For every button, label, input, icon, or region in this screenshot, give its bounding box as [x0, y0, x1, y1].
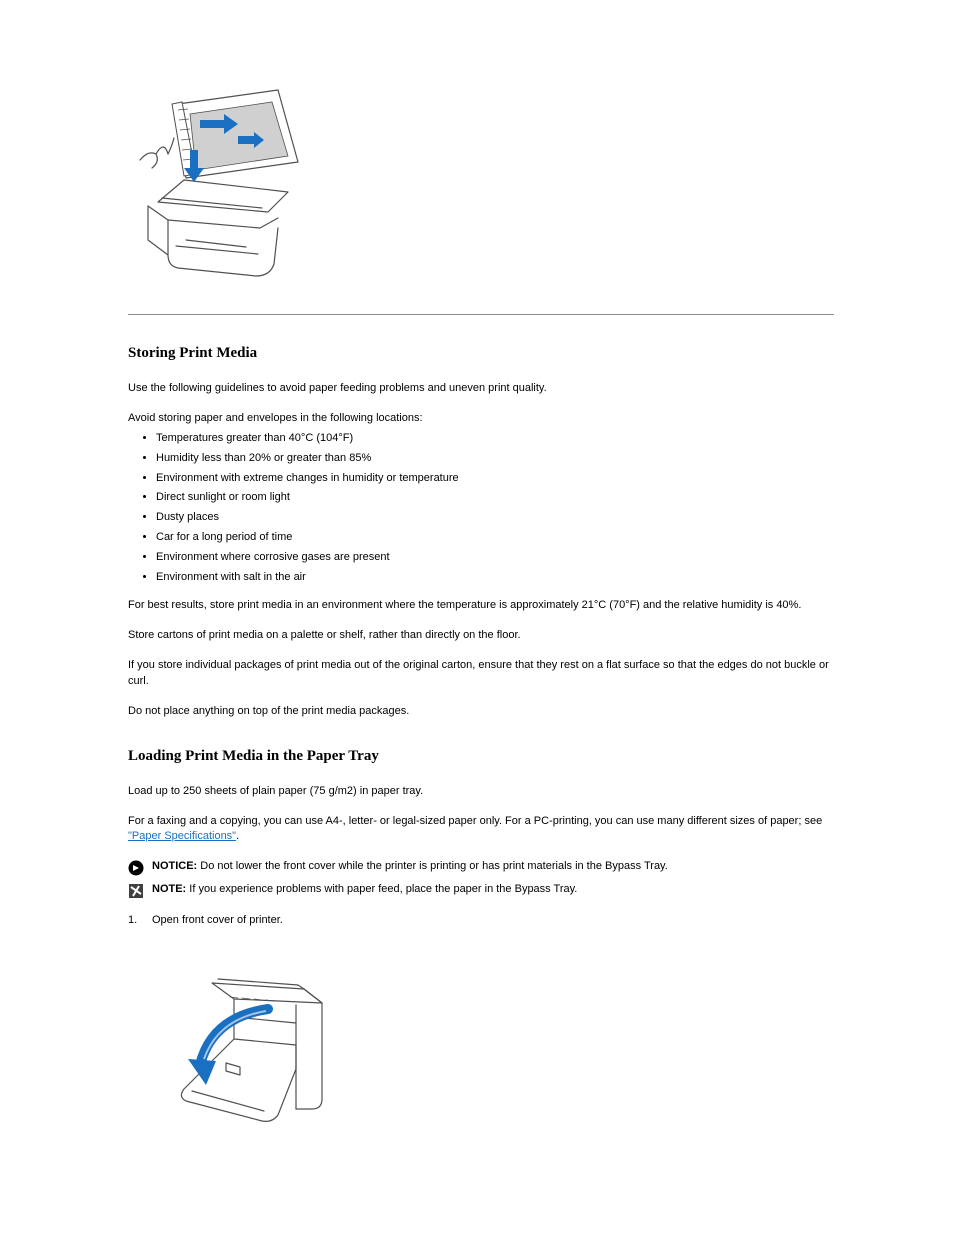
storing-intro: Use the following guidelines to avoid pa… [128, 381, 834, 397]
load-link-sentence-pre: For a faxing and a copying, you can use … [128, 815, 822, 827]
notice-text: Do not lower the front cover while the p… [197, 860, 668, 872]
avoid-item: Dusty places [156, 510, 834, 526]
env-lead: For best results, store print media in a… [128, 598, 834, 614]
paper-specs-link[interactable]: "Paper Specifications" [128, 830, 236, 842]
stack-guideline: Do not place anything on top of the prin… [128, 704, 834, 720]
load-link-sentence-post: . [236, 830, 239, 842]
avoid-list: Temperatures greater than 40°C (104°F) H… [128, 431, 834, 587]
section-divider [128, 314, 834, 315]
avoid-item: Direct sunlight or room light [156, 490, 834, 506]
notice-icon [128, 860, 144, 876]
note-row: NOTE: If you experience problems with pa… [128, 882, 834, 899]
avoid-item: Environment where corrosive gases are pr… [156, 550, 834, 566]
step-1: Open front cover of printer. [128, 913, 834, 1139]
avoid-item: Environment with extreme changes in humi… [156, 471, 834, 487]
note-text: If you experience problems with paper fe… [186, 883, 577, 895]
section-title-storing: Storing Print Media [128, 343, 834, 365]
avoid-item: Car for a long period of time [156, 530, 834, 546]
note-icon [128, 883, 144, 899]
avoid-item: Humidity less than 20% or greater than 8… [156, 451, 834, 467]
avoid-item: Temperatures greater than 40°C (104°F) [156, 431, 834, 447]
section-title-loading: Loading Print Media in the Paper Tray [128, 746, 834, 768]
step-1-text: Open front cover of printer. [152, 914, 283, 926]
avoid-lead: Avoid storing paper and envelopes in the… [128, 411, 834, 427]
load-link-sentence: For a faxing and a copying, you can use … [128, 814, 834, 846]
boxes-guideline: Store cartons of print media on a palett… [128, 628, 834, 644]
note-label: NOTE: [152, 883, 186, 895]
figure-open-front-cover [172, 939, 342, 1139]
steps-list: Open front cover of printer. [128, 913, 834, 1139]
figure-scanner-sticker [138, 50, 308, 290]
load-capacity: Load up to 250 sheets of plain paper (75… [128, 784, 834, 800]
avoid-item: Environment with salt in the air [156, 570, 834, 586]
notice-label: NOTICE: [152, 860, 197, 872]
notice-row: NOTICE: Do not lower the front cover whi… [128, 859, 834, 876]
packages-guideline: If you store individual packages of prin… [128, 658, 834, 690]
